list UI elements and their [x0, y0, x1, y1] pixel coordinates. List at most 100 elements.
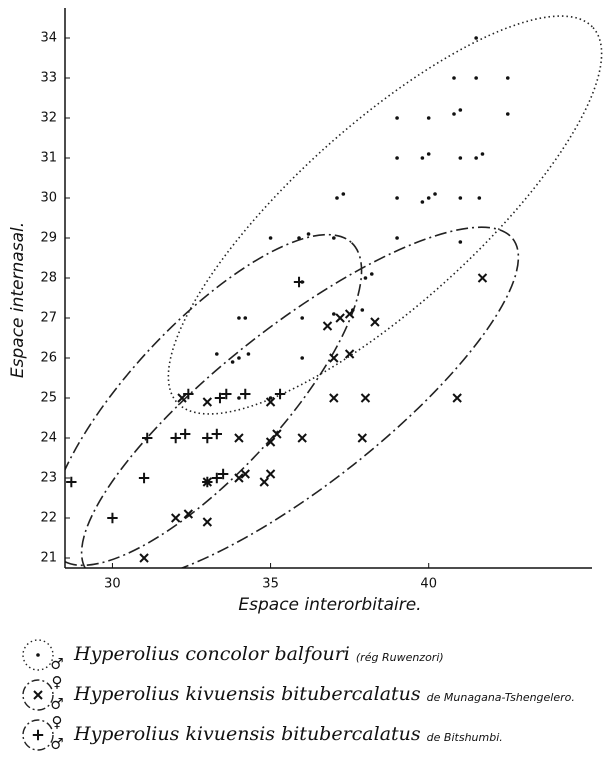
point: [426, 152, 431, 156]
point: [363, 276, 368, 280]
point: [329, 393, 339, 403]
point: [480, 152, 485, 156]
point: [297, 433, 307, 443]
point: [142, 432, 153, 444]
point: [202, 397, 213, 407]
y-tick-label: 25: [40, 391, 57, 406]
point: [274, 388, 286, 400]
legend-sex: ♂♀: [48, 655, 66, 691]
point: [234, 473, 244, 483]
point: [477, 196, 482, 200]
y-tick-label: 26: [40, 351, 57, 366]
point: [332, 236, 336, 240]
point: [268, 236, 273, 240]
point: [505, 112, 510, 116]
point: [211, 472, 223, 484]
point: [237, 356, 241, 360]
y-tick-label: 31: [40, 151, 57, 166]
point: [341, 192, 346, 196]
point: [202, 432, 213, 444]
point: [426, 196, 431, 200]
point: [243, 316, 248, 320]
point: [458, 240, 463, 244]
legend-frame: [22, 719, 54, 751]
point: [335, 313, 345, 323]
legend-frame: [22, 639, 54, 671]
y-tick-label: 33: [40, 71, 57, 86]
point: [335, 196, 339, 200]
y-tick-label: 34: [40, 31, 57, 46]
y-tick-label: 27: [40, 311, 57, 326]
point: [246, 352, 251, 356]
point: [170, 432, 181, 444]
ellipse-bitshumbi: [65, 233, 363, 567]
y-tick-label: 22: [40, 511, 57, 526]
point: [474, 76, 478, 80]
point: [237, 396, 241, 400]
point: [202, 476, 213, 488]
x-tick-label: 40: [420, 577, 437, 592]
legend-sex: ♂♀: [48, 695, 66, 731]
point: [265, 469, 276, 479]
legend-marker: [36, 653, 40, 657]
point: [234, 433, 244, 443]
point: [272, 429, 282, 439]
legend-marker: [32, 729, 44, 741]
point: [505, 76, 510, 80]
legend-marker: [33, 690, 43, 700]
point: [240, 469, 250, 479]
point: [477, 273, 488, 283]
y-tick-label: 21: [40, 551, 57, 566]
point: [452, 112, 456, 116]
point: [420, 200, 425, 204]
legend-name: Hyperolius concolor balfouri: [73, 643, 350, 665]
ellipses: [65, 15, 603, 568]
point: [230, 360, 235, 364]
point: [240, 388, 251, 400]
point: [458, 156, 463, 160]
y-axis-label: Espace internasal.: [8, 222, 28, 378]
point: [360, 308, 365, 312]
y-tick-label: 24: [40, 431, 57, 446]
ellipse-munagana: [80, 226, 520, 568]
point: [177, 393, 187, 403]
point: [259, 477, 269, 487]
legend-sex: ♂: [48, 735, 66, 753]
point: [293, 276, 305, 288]
point: [395, 236, 399, 240]
point: [370, 317, 380, 327]
point: [452, 76, 456, 80]
y-tick-label: 28: [40, 271, 57, 286]
point: [107, 512, 118, 524]
point: [329, 353, 339, 363]
ellipse-balfouri: [167, 15, 603, 415]
point: [360, 393, 371, 403]
point: [170, 513, 181, 523]
legend-name: Hyperolius kivuensis bitubercalatus: [73, 683, 421, 705]
y-tick-label: 23: [40, 471, 57, 486]
point: [357, 433, 367, 443]
point: [214, 392, 226, 404]
point: [202, 517, 213, 527]
point: [237, 316, 241, 320]
y-tick-label: 30: [40, 191, 57, 206]
point: [217, 468, 229, 480]
point: [300, 316, 304, 320]
x-tick-label: 30: [104, 577, 121, 592]
point: [344, 349, 355, 359]
point: [265, 437, 276, 447]
point: [300, 356, 304, 360]
point: [395, 156, 399, 160]
point: [420, 156, 425, 160]
point: [395, 116, 399, 120]
point: [322, 321, 333, 331]
point: [369, 272, 374, 276]
point: [221, 388, 232, 400]
point: [332, 312, 336, 316]
point: [458, 196, 463, 200]
point: [139, 553, 149, 563]
point: [395, 196, 399, 200]
legend-name: Hyperolius kivuensis bitubercalatus: [73, 723, 421, 745]
point: [138, 472, 150, 484]
legend-locality: de Bitshumbi.: [427, 731, 503, 744]
